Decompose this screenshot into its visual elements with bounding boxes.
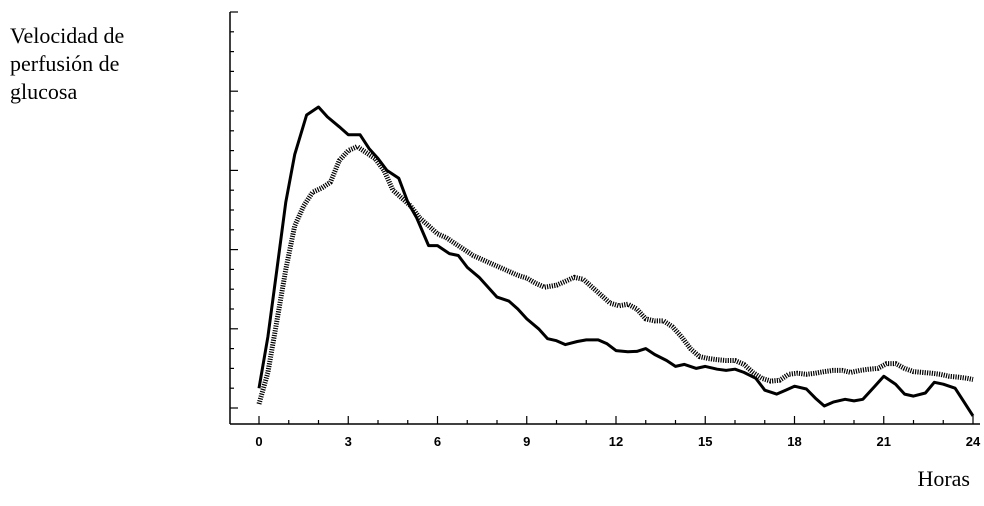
series-line-dashed xyxy=(256,144,974,405)
x-tick-label: 3 xyxy=(345,434,352,449)
x-tick-label: 9 xyxy=(523,434,530,449)
series-layer xyxy=(256,105,975,417)
y-axis-label-line-3: glucosa xyxy=(10,79,78,104)
x-tick-label: 12 xyxy=(609,434,623,449)
x-tick-label: 18 xyxy=(787,434,801,449)
x-axis-label: Horas xyxy=(917,466,970,491)
x-tick-label: 21 xyxy=(877,434,891,449)
y-axis-label-line-2: perfusión de xyxy=(10,51,120,76)
x-tick-label: 15 xyxy=(698,434,712,449)
x-tick-label: 6 xyxy=(434,434,441,449)
x-tick-label: 0 xyxy=(255,434,262,449)
axes: 0 3 6 9 12 15 18 21 24 xyxy=(229,11,981,449)
y-axis-label-line-1: Velocidad de xyxy=(10,23,125,48)
x-tick-label: 24 xyxy=(966,434,981,449)
